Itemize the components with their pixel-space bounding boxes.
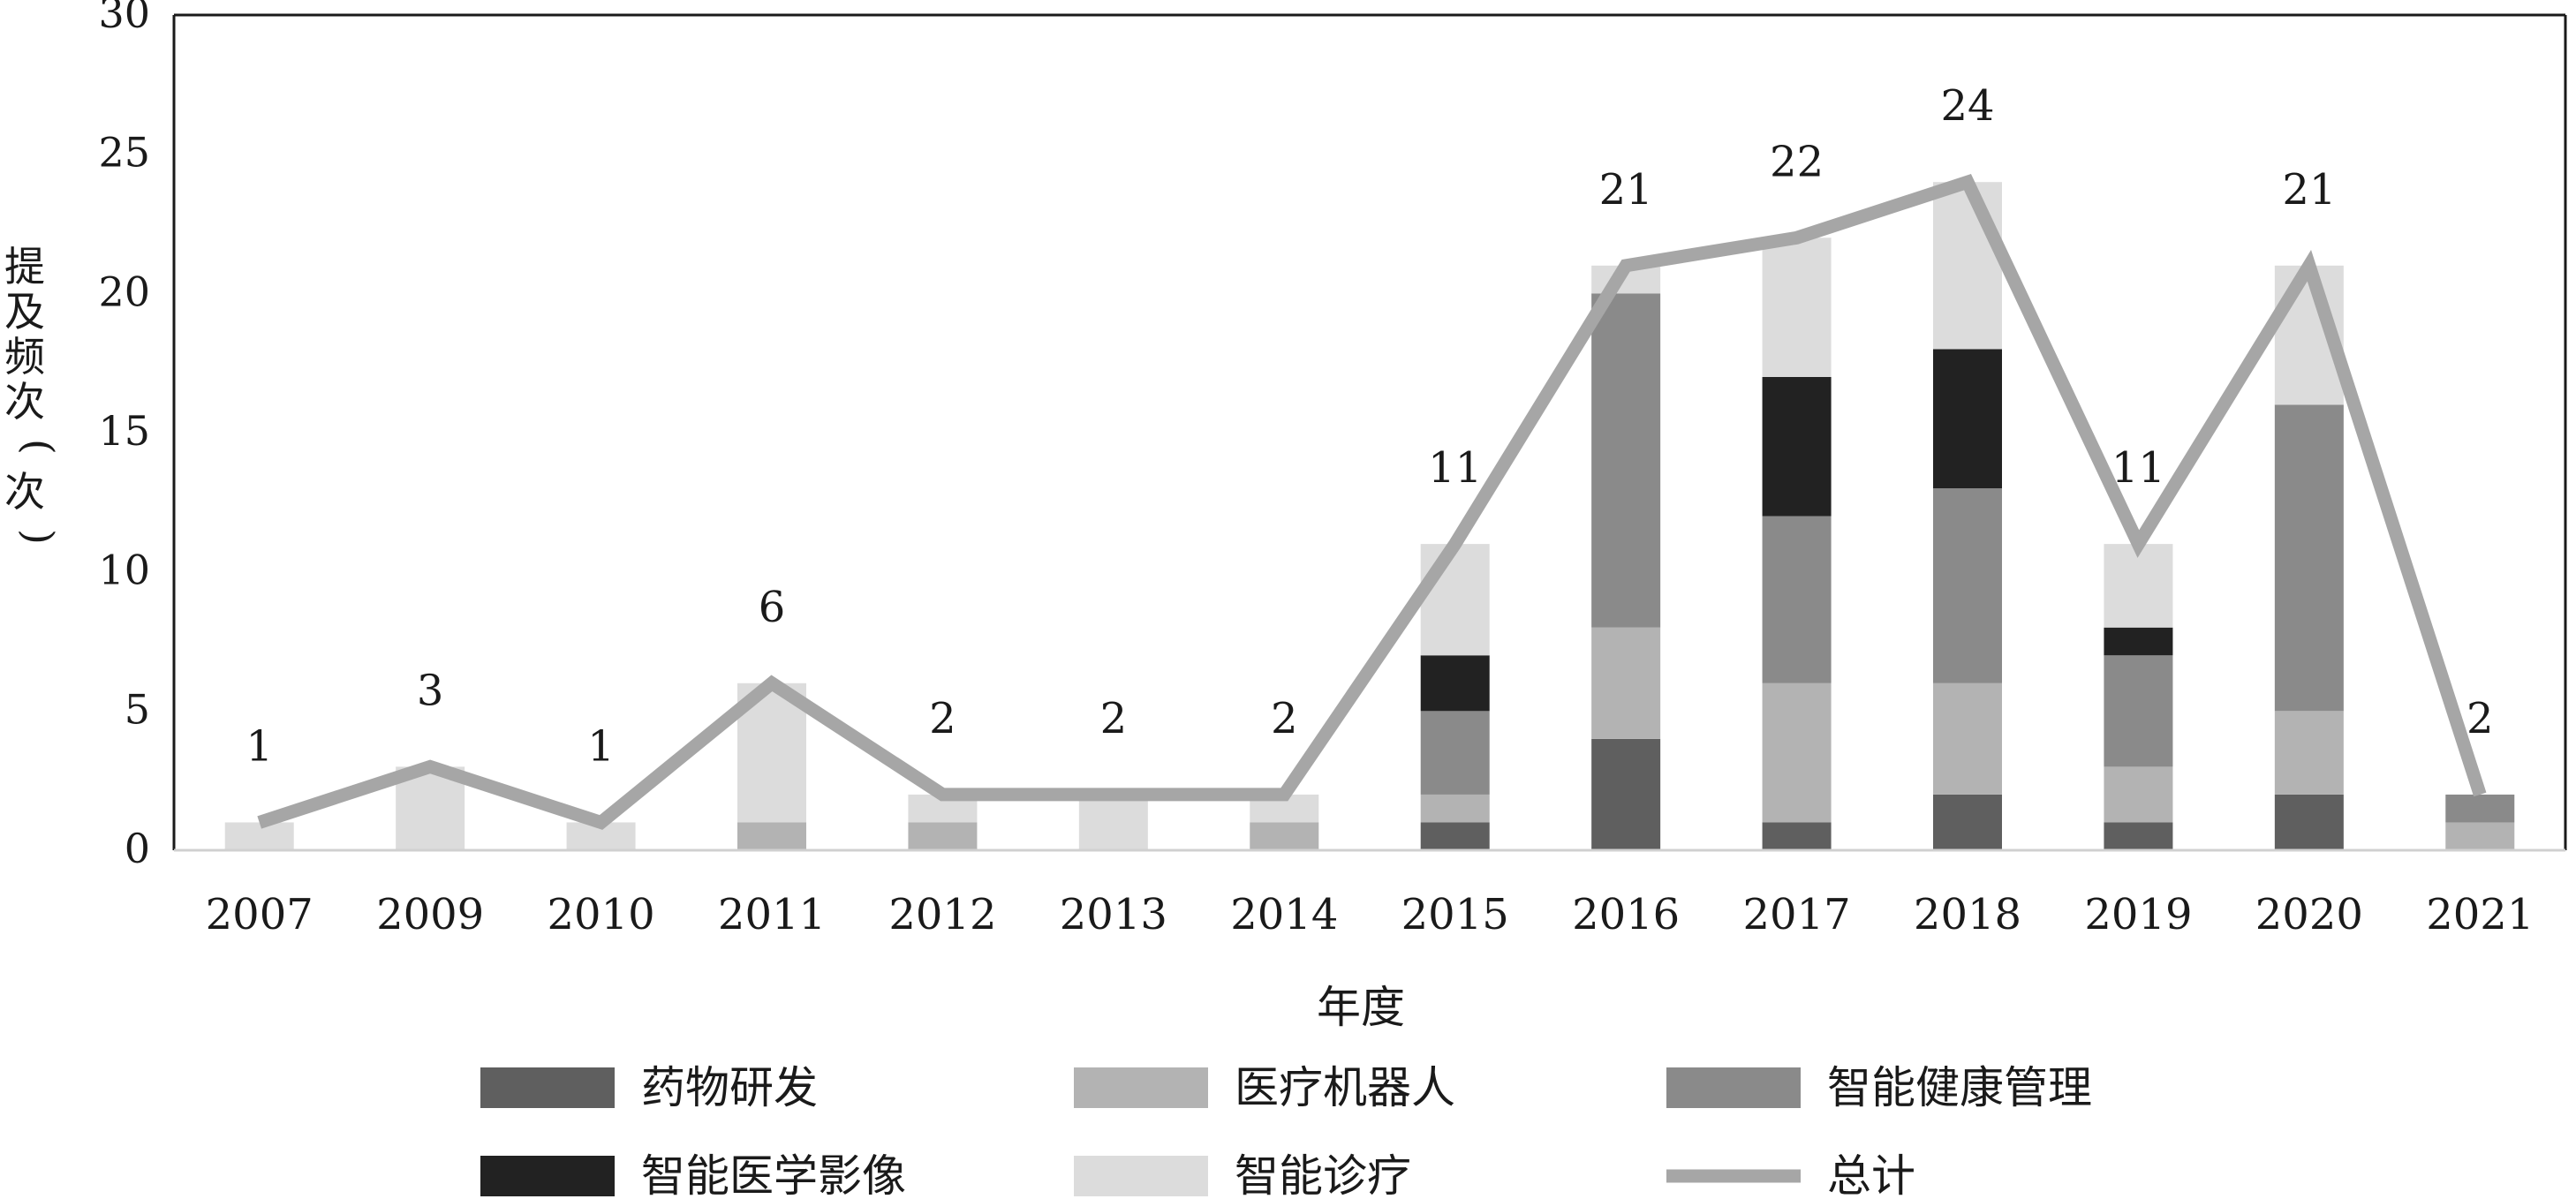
bar-2018-series-0 [1933,794,2002,850]
bar-2007-series-4 [224,822,294,850]
bar-2013-series-4 [1078,794,1148,850]
y-tick-label-0: 0 [125,825,150,872]
bar-2020-series-2 [2274,404,2344,712]
x-tick-label-2020: 2020 [2255,890,2363,939]
y-axis-title-char-2: 频 [4,333,45,381]
data-label-2020: 21 [2282,165,2336,215]
bar-2017-series-0 [1762,822,1832,850]
bar-2017-series-1 [1762,682,1832,823]
data-label-2018: 24 [1940,81,1994,131]
x-axis-ticks: 2007 2009 2010 2011 2012 2013 2014 2015 2016 2017… [206,890,2534,939]
data-label-2009: 3 [417,666,444,715]
y-axis-ticks: 0 5 10 15 20 25 30 [98,0,150,872]
x-tick-label-2021: 2021 [2426,890,2534,939]
bar-2016-series-2 [1591,293,1661,628]
bar-2019-series-2 [2104,655,2173,767]
data-label-2007: 1 [246,721,273,771]
data-label-2015: 11 [1428,443,1482,493]
legend-label-5: 总计 [1827,1150,1915,1199]
data-label-2021: 2 [2466,694,2494,743]
legend-swatch-2 [1666,1067,1801,1108]
x-tick-label-2016: 2016 [1572,890,1680,939]
y-axis-title-char-6: ) [15,529,63,545]
bar-2015-series-4 [1420,544,1490,656]
y-axis-title-char-3: 次 [4,378,45,426]
data-label-2017: 22 [1770,137,1824,186]
bar-2017-series-4 [1762,238,1832,377]
bar-2020-series-0 [2274,794,2344,850]
data-label-2011: 6 [759,583,786,632]
legend-label-3: 智能医学影像 [641,1150,906,1199]
line-layer [257,174,2487,830]
bar-2019-series-4 [2104,544,2173,628]
bar-2019-series-1 [2104,766,2173,823]
data-label-2014: 2 [1271,694,1298,743]
bar-2021-series-2 [2445,794,2515,823]
bar-2018-series-1 [1933,682,2002,795]
bar-2018-series-3 [1933,349,2002,489]
x-tick-label-2018: 2018 [1914,890,2021,939]
data-label-2013: 2 [1100,694,1128,743]
data-label-2019: 11 [2111,443,2165,493]
x-tick-label-2010: 2010 [547,890,654,939]
x-axis-title: 年度 [1317,982,1405,1033]
bar-2020-series-1 [2274,711,2344,795]
bar-2017-series-3 [1762,376,1832,517]
y-axis-title-char-5: 次 [4,468,45,516]
x-tick-label-2013: 2013 [1060,890,1167,939]
bar-2018-series-2 [1933,488,2002,683]
x-tick-label-2014: 2014 [1230,890,1338,939]
y-tick-label-25: 25 [98,129,150,177]
bar-2015-series-1 [1420,794,1490,823]
y-axis-title-char-1: 及 [4,288,45,336]
bar-2015-series-2 [1420,711,1490,795]
bar-2017-series-2 [1762,516,1832,683]
bar-2015-series-0 [1420,822,1490,850]
bar-2021-series-1 [2445,822,2515,850]
x-tick-label-2009: 2009 [376,890,484,939]
legend-label-1: 医疗机器人 [1235,1062,1455,1113]
legend-label-2: 智能健康管理 [1827,1062,2092,1113]
y-tick-label-30: 30 [98,0,150,37]
y-tick-label-20: 20 [98,268,150,315]
legend-swatch-3 [480,1156,615,1196]
plot-frame [172,13,2567,852]
bar-2019-series-0 [2104,822,2173,850]
x-tick-label-2015: 2015 [1401,890,1509,939]
x-tick-label-2017: 2017 [1742,890,1850,939]
y-tick-label-5: 5 [125,685,150,733]
bar-2015-series-3 [1420,655,1490,712]
legend-swatch-4 [1074,1156,1208,1196]
y-axis-title-char-4: ( [15,439,63,455]
bar-2016-series-1 [1591,627,1661,739]
bar-2012-series-1 [908,822,978,850]
total-line [257,174,2487,830]
x-tick-label-2007: 2007 [206,890,314,939]
bar-2016-series-0 [1591,738,1661,850]
y-axis-title-char-0: 提 [4,243,45,290]
data-label-2012: 2 [929,694,956,743]
bar-2018-series-4 [1933,182,2002,350]
x-tick-label-2011: 2011 [718,890,826,939]
y-tick-label-10: 10 [98,547,150,594]
data-label-2010: 1 [587,721,615,771]
legend-swatch-1 [1074,1067,1208,1108]
y-tick-label-15: 15 [98,407,150,455]
bar-2019-series-3 [2104,627,2173,656]
legend-swatch-0 [480,1067,615,1108]
x-tick-label-2012: 2012 [888,890,996,939]
x-tick-label-2019: 2019 [2084,890,2192,939]
legend-label-0: 药物研发 [641,1062,818,1113]
legend-label-4: 智能诊疗 [1235,1150,1411,1199]
bar-2011-series-1 [737,822,806,850]
bar-2014-series-1 [1250,822,1319,850]
data-label-2016: 21 [1599,165,1653,215]
bars-layer [224,182,2515,850]
